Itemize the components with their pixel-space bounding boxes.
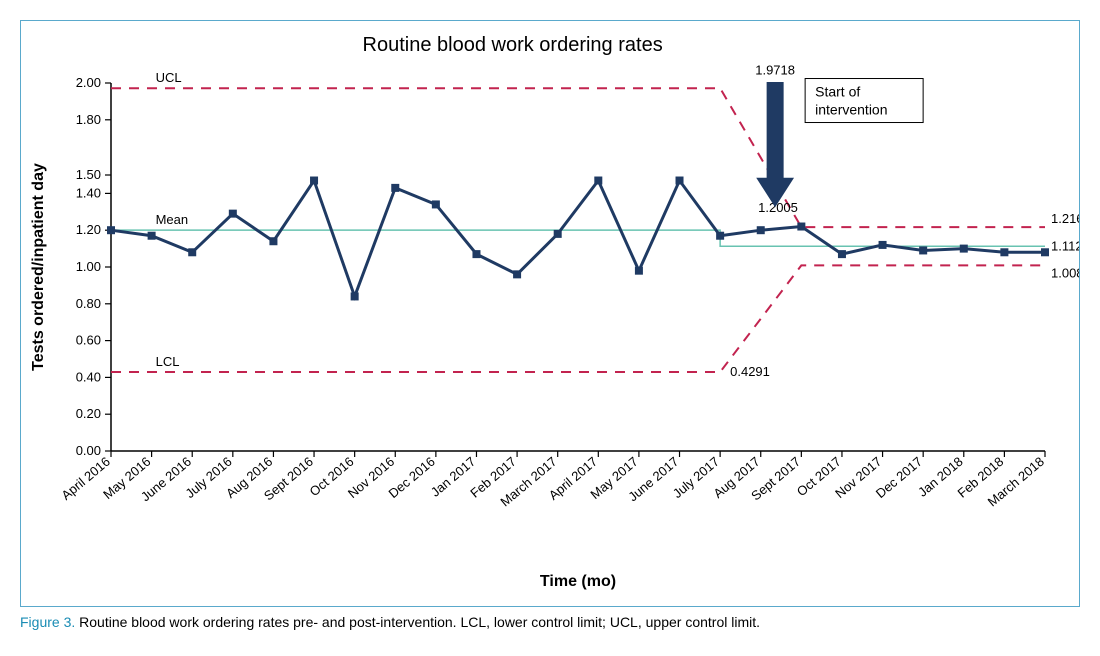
data-point [838,250,846,258]
data-point [391,184,399,192]
svg-text:0.4291: 0.4291 [730,364,770,379]
figure-caption: Figure 3. Routine blood work ordering ra… [20,613,1080,632]
data-point [554,230,562,238]
svg-text:Time (mo): Time (mo) [540,573,616,590]
caption-label: Figure 3. [20,614,75,630]
svg-text:1.00: 1.00 [76,259,101,274]
svg-text:0.20: 0.20 [76,406,101,421]
data-point [960,245,968,253]
svg-text:UCL: UCL [156,70,182,85]
data-point [1041,248,1049,256]
svg-text:1.00855: 1.00855 [1051,265,1079,280]
data-point [351,292,359,300]
svg-text:2.00: 2.00 [76,75,101,90]
data-point [797,223,805,231]
svg-text:Tests ordered/inpatient day: Tests ordered/inpatient day [30,163,47,371]
svg-text:0.60: 0.60 [76,333,101,348]
svg-text:1.11266: 1.11266 [1051,238,1079,253]
svg-text:Routine blood work ordering ra: Routine blood work ordering rates [363,34,663,56]
data-point [1000,248,1008,256]
svg-text:1.80: 1.80 [76,112,101,127]
svg-text:intervention: intervention [815,102,887,118]
data-point [879,241,887,249]
data-point [148,232,156,240]
data-point [188,248,196,256]
svg-text:1.40: 1.40 [76,185,101,200]
figure-container: Routine blood work ordering rates 0.00 0.2… [20,20,1080,632]
svg-text:Mean: Mean [156,212,189,227]
data-point [757,226,765,234]
svg-text:1.9718: 1.9718 [755,63,795,78]
data-point [676,177,684,185]
data-point [432,200,440,208]
svg-text:0.00: 0.00 [76,443,101,458]
svg-text:Start of: Start of [815,84,860,100]
chart-box: Routine blood work ordering rates 0.00 0.2… [20,20,1080,607]
data-point [229,210,237,218]
svg-text:1.20: 1.20 [76,222,101,237]
data-point [107,226,115,234]
svg-text:1.50: 1.50 [76,167,101,182]
data-point [594,177,602,185]
data-point [919,246,927,254]
data-point [310,177,318,185]
control-chart: Routine blood work ordering rates 0.00 0.2… [21,21,1079,606]
data-point [716,232,724,240]
data-point [513,270,521,278]
data-point [269,237,277,245]
svg-text:LCL: LCL [156,354,180,369]
svg-text:0.80: 0.80 [76,296,101,311]
data-point [635,267,643,275]
caption-text: Routine blood work ordering rates pre- a… [75,614,760,630]
data-point [472,250,480,258]
svg-text:1.21678: 1.21678 [1051,211,1079,226]
svg-text:0.40: 0.40 [76,369,101,384]
